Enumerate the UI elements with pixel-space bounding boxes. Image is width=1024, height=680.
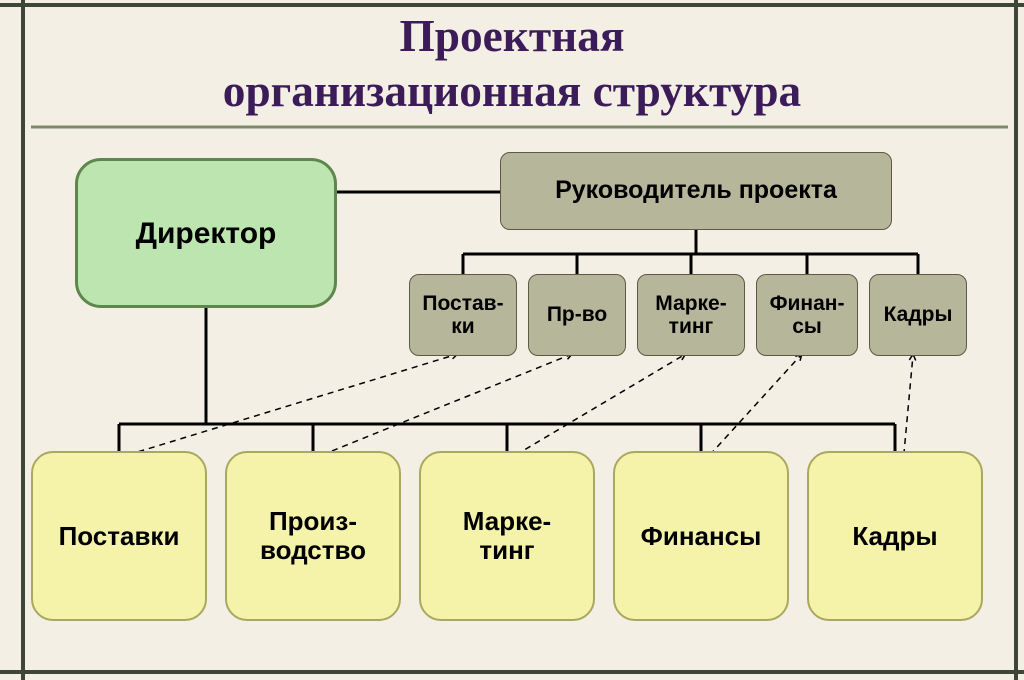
node-pm-child-0: Постав-ки	[409, 274, 517, 356]
node-dir-child-2: Марке-тинг	[419, 451, 595, 621]
slide-title-line2: организационная структура	[0, 65, 1024, 117]
node-director: Директор	[75, 158, 337, 308]
node-dir-child-0: Поставки	[31, 451, 207, 621]
node-pm-child-1: Пр-во	[528, 274, 626, 356]
node-pm-child-3: Финан-сы	[756, 274, 858, 356]
node-project-manager: Руководитель проекта	[500, 152, 892, 230]
node-dir-child-4: Кадры	[807, 451, 983, 621]
node-pm-child-2: Марке-тинг	[637, 274, 745, 356]
node-dir-child-3: Финансы	[613, 451, 789, 621]
slide-title-line1: Проектная	[0, 10, 1024, 62]
node-pm-child-4: Кадры	[869, 274, 967, 356]
node-dir-child-1: Произ-водство	[225, 451, 401, 621]
